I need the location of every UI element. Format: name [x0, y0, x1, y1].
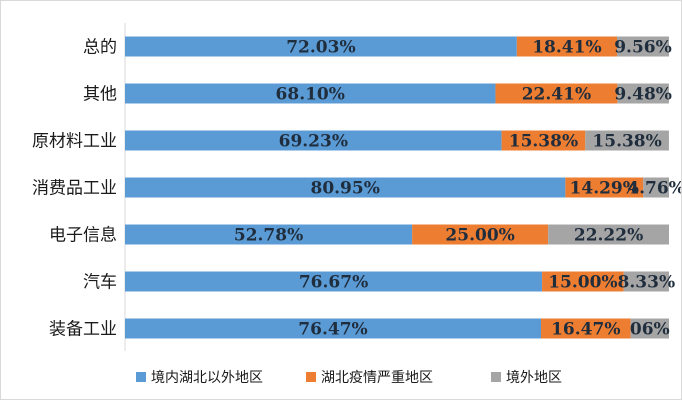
bar-segment	[623, 271, 669, 292]
data-label: 9.56%	[614, 38, 672, 58]
bar-segment	[125, 224, 413, 245]
bar-segment	[617, 83, 669, 104]
data-label: 76.67%	[299, 273, 368, 293]
data-label: 16.47%	[551, 320, 620, 340]
data-label: 25.00%	[445, 226, 514, 246]
data-label: 69.23%	[279, 132, 348, 152]
bar-segment	[125, 36, 517, 57]
category-label: 原材料工业	[32, 132, 117, 152]
legend-swatch	[306, 372, 316, 382]
data-label: 9.48%	[614, 85, 672, 105]
data-label: 68.10%	[276, 85, 345, 105]
bar-segment	[412, 224, 549, 245]
bar-segment	[495, 83, 618, 104]
data-label: 76.47%	[298, 320, 367, 340]
bar-segment	[516, 36, 617, 57]
data-label: 80.95%	[310, 179, 379, 199]
data-label: 22.22%	[574, 226, 643, 246]
bar-segment	[630, 318, 669, 339]
bar-segment	[125, 318, 541, 339]
data-label: 14.29%	[570, 179, 639, 199]
bar-segment	[585, 130, 669, 151]
data-label: 22.41%	[522, 85, 591, 105]
category-label: 其他	[83, 85, 117, 105]
data-label: 4.76%	[627, 179, 681, 199]
category-label: 汽车	[83, 273, 117, 293]
data-label: 8.33%	[618, 273, 676, 293]
bar-segment	[125, 177, 566, 198]
bar-segment	[643, 177, 669, 198]
legend-label: 湖北疫情严重地区	[321, 370, 433, 386]
category-label: 总的	[83, 38, 117, 58]
bar-segment	[125, 130, 502, 151]
legend-label: 境内湖北以外地区	[151, 370, 263, 386]
data-label: 15.38%	[509, 132, 578, 152]
legend-label: 境外地区	[506, 370, 562, 386]
data-label: 15.00%	[548, 273, 617, 293]
data-labels: 72.03% 18.41% 9.56% 68.10% 22.41% 9.48% 69.23%…	[234, 38, 681, 340]
data-label: 06%	[630, 320, 670, 340]
bar-segment	[616, 36, 669, 57]
bar-segment	[125, 271, 543, 292]
category-label: 电子信息	[49, 226, 117, 246]
legend: 境内湖北以外地区 湖北疫情严重地区 境外地区	[136, 370, 562, 386]
legend-swatch	[136, 372, 146, 382]
data-label: 52.78%	[234, 226, 303, 246]
data-label: 15.38%	[592, 132, 661, 152]
bars	[125, 36, 669, 339]
bar-segment	[540, 318, 631, 339]
legend-swatch	[491, 372, 501, 382]
category-label: 装备工业	[49, 320, 117, 340]
bar-segment	[501, 130, 586, 151]
bar-segment	[125, 83, 496, 104]
data-label: 72.03%	[286, 38, 355, 58]
bar-segment	[542, 271, 624, 292]
bar-segment	[548, 224, 669, 245]
category-label: 消费品工业	[32, 179, 117, 199]
data-label: 18.41%	[532, 38, 601, 58]
bar-segment	[565, 177, 644, 198]
